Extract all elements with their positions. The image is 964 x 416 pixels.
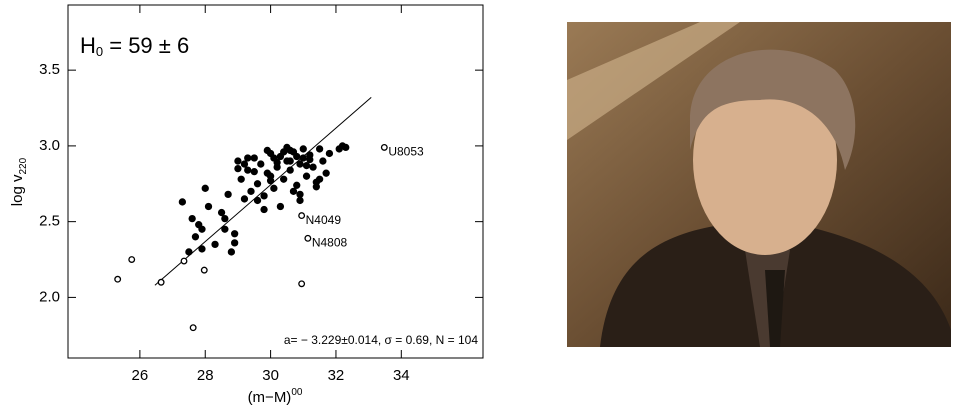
photo [567, 22, 951, 347]
open-point [200, 266, 208, 274]
point [319, 157, 327, 165]
point [309, 163, 317, 171]
point [276, 202, 285, 211]
point [211, 240, 219, 249]
point [263, 146, 271, 155]
y-tick-label: 3.0 [39, 137, 60, 154]
point [253, 196, 262, 205]
open-point [114, 275, 122, 283]
open-point [128, 256, 136, 263]
point [270, 154, 278, 162]
point [237, 175, 245, 183]
point-label: N4808 [312, 235, 348, 249]
point [286, 146, 294, 155]
y-tick-label: 3.5 [39, 61, 60, 78]
point [250, 154, 258, 162]
point [260, 192, 268, 200]
open-point [157, 278, 165, 286]
open-point [189, 324, 197, 332]
point [315, 145, 324, 153]
point [240, 195, 249, 203]
point [240, 160, 249, 168]
point [231, 230, 239, 238]
point [201, 184, 209, 192]
point [299, 145, 307, 153]
point [322, 169, 330, 177]
point [296, 190, 304, 199]
point [198, 225, 206, 233]
point [234, 157, 242, 165]
point [302, 161, 311, 170]
point [198, 245, 206, 253]
x-tick-label: 28 [197, 367, 214, 384]
point [217, 208, 226, 217]
point [286, 166, 294, 174]
point [234, 164, 242, 173]
point [286, 157, 294, 165]
open-point [304, 234, 312, 242]
point [224, 190, 232, 199]
fit-line [154, 97, 372, 286]
point [221, 214, 229, 223]
point [185, 248, 193, 256]
point [227, 248, 236, 256]
point [293, 181, 301, 189]
point [266, 177, 275, 185]
x-tick-label: 30 [262, 367, 279, 384]
point-label: U8053 [388, 145, 424, 159]
point [188, 214, 196, 223]
plot: 26 28 30 32 34 2.0 2.5 3.0 3.5 U8053 N4049 N4808 [39, 5, 483, 384]
point [244, 154, 252, 162]
point [335, 145, 343, 153]
point [250, 168, 258, 176]
point [178, 198, 187, 206]
point [253, 180, 262, 188]
point [325, 149, 334, 158]
point [257, 160, 265, 168]
x-tick-label: 34 [393, 367, 410, 384]
x-axis-label: (m−M)00 [248, 387, 303, 406]
point [342, 143, 350, 152]
point [221, 225, 229, 233]
y-axis-label: log v220 [9, 157, 29, 206]
chart-title: H0 = 59 ± 6 [80, 33, 189, 60]
point [191, 233, 200, 241]
point-label: N4049 [306, 213, 342, 227]
open-point [380, 143, 388, 151]
open-point [298, 212, 306, 220]
fit-annotation: a= − 3.229±0.014, σ = 0.69, N = 104 [284, 333, 478, 347]
open-point [298, 280, 306, 288]
point [302, 172, 311, 180]
point [270, 184, 278, 192]
point [280, 175, 288, 183]
point [315, 175, 324, 183]
point [247, 187, 255, 195]
point [244, 166, 252, 174]
plot-frame [67, 4, 484, 359]
point [306, 155, 314, 164]
point [231, 239, 239, 247]
y-tick-label: 2.5 [39, 213, 60, 230]
point [293, 152, 301, 161]
point [296, 160, 304, 168]
point [289, 187, 298, 195]
x-tick-label: 26 [132, 367, 149, 384]
point [204, 202, 213, 211]
point [280, 148, 288, 156]
y-tick-label: 2.0 [39, 288, 60, 305]
point [260, 205, 268, 214]
open-point [180, 257, 188, 265]
point [299, 154, 307, 162]
x-tick-label: 32 [328, 367, 345, 384]
point [312, 183, 320, 191]
point [296, 196, 304, 205]
